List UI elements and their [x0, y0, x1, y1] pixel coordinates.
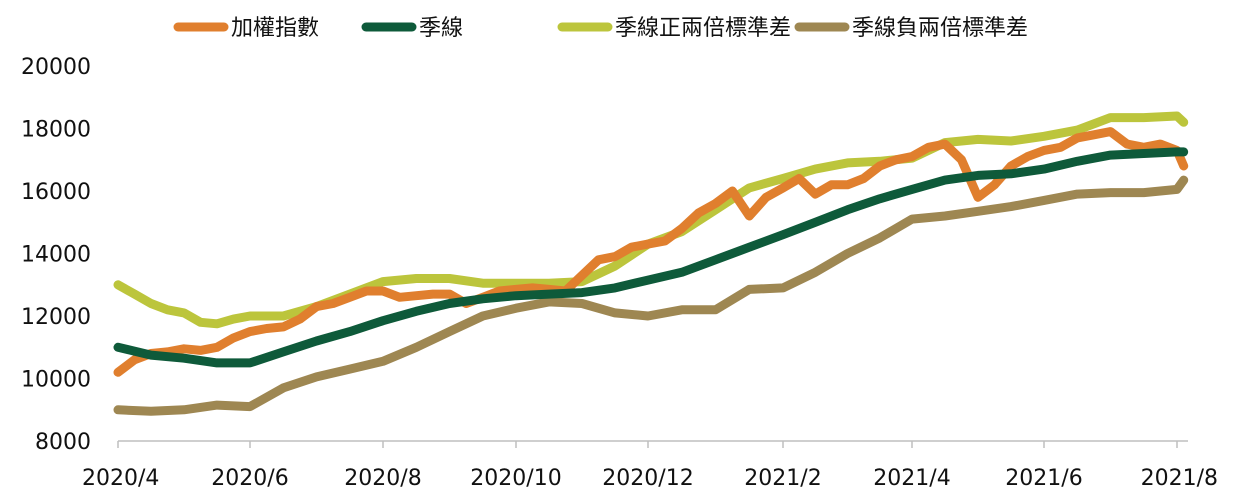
x-tick-label: 2021/4	[873, 466, 950, 491]
x-tick-label: 2020/4	[82, 466, 159, 491]
legend-label: 季線正兩倍標準差	[615, 16, 791, 41]
x-tick-label: 2020/10	[470, 466, 561, 491]
legend-item: 季線正兩倍標準差	[557, 16, 791, 41]
legend-label: 季線	[419, 16, 463, 41]
x-tick-label: 2021/8	[1141, 466, 1218, 491]
legend-label: 加權指數	[231, 16, 319, 41]
x-tick-label: 2020/12	[602, 466, 693, 491]
x-tick-label: 2020/8	[344, 466, 421, 491]
series-line-upper-band	[113, 111, 1189, 329]
legend-label: 季線負兩倍標準差	[852, 16, 1028, 41]
x-tick-label: 2020/6	[211, 466, 288, 491]
legend-item: 季線	[361, 16, 463, 41]
legend-item: 加權指數	[173, 16, 319, 41]
y-tick-label: 14000	[21, 243, 91, 268]
x-axis: 2020/4 2020/6 2020/8 2020/10 2020/12 2021/2 20…	[82, 440, 1218, 491]
y-tick-label: 20000	[21, 55, 91, 80]
legend: 加權指數 季線 季線正兩倍標準差 季線負兩倍標準差	[173, 16, 1028, 41]
series-line-index	[113, 127, 1189, 377]
y-tick-label: 10000	[21, 368, 91, 393]
y-axis: 8000 10000 12000 14000 16000 18000 20000	[21, 55, 91, 455]
y-tick-label: 16000	[21, 180, 91, 205]
series-group	[113, 111, 1189, 416]
legend-item: 季線負兩倍標準差	[794, 16, 1028, 41]
y-tick-label: 12000	[21, 305, 91, 330]
series-line-lower-band	[113, 175, 1189, 416]
y-tick-label: 8000	[35, 430, 91, 455]
series-line-quarterly-ma	[113, 147, 1189, 368]
y-tick-label: 18000	[21, 118, 91, 143]
x-tick-label: 2021/2	[744, 466, 821, 491]
x-tick-label: 2021/6	[1005, 466, 1082, 491]
